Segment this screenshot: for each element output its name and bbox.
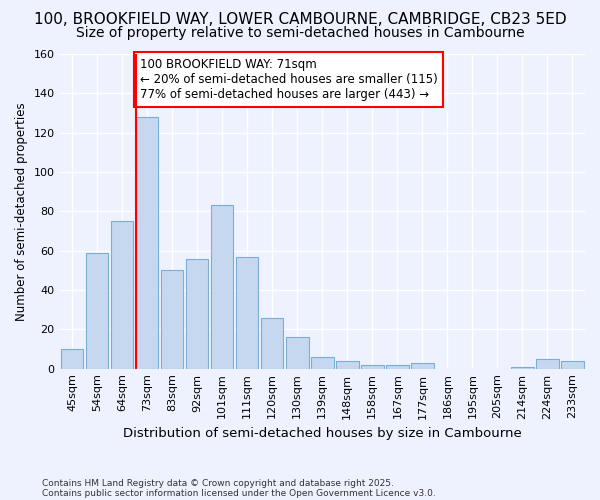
Bar bbox=[361, 364, 383, 368]
Bar bbox=[236, 256, 259, 368]
Bar bbox=[536, 359, 559, 368]
Bar bbox=[86, 252, 109, 368]
Bar bbox=[386, 364, 409, 368]
Bar bbox=[61, 349, 83, 368]
Bar bbox=[561, 361, 584, 368]
Bar bbox=[286, 337, 308, 368]
Bar bbox=[186, 258, 208, 368]
Bar bbox=[136, 117, 158, 368]
Bar bbox=[111, 221, 133, 368]
Text: Contains HM Land Registry data © Crown copyright and database right 2025.: Contains HM Land Registry data © Crown c… bbox=[42, 478, 394, 488]
Bar bbox=[211, 206, 233, 368]
Bar bbox=[511, 366, 534, 368]
Bar bbox=[261, 318, 283, 368]
Bar bbox=[336, 361, 359, 368]
Bar bbox=[411, 363, 434, 368]
X-axis label: Distribution of semi-detached houses by size in Cambourne: Distribution of semi-detached houses by … bbox=[123, 427, 521, 440]
Text: 100 BROOKFIELD WAY: 71sqm
← 20% of semi-detached houses are smaller (115)
77% of: 100 BROOKFIELD WAY: 71sqm ← 20% of semi-… bbox=[140, 58, 437, 101]
Text: Contains public sector information licensed under the Open Government Licence v3: Contains public sector information licen… bbox=[42, 488, 436, 498]
Text: 100, BROOKFIELD WAY, LOWER CAMBOURNE, CAMBRIDGE, CB23 5ED: 100, BROOKFIELD WAY, LOWER CAMBOURNE, CA… bbox=[34, 12, 566, 28]
Text: Size of property relative to semi-detached houses in Cambourne: Size of property relative to semi-detach… bbox=[76, 26, 524, 40]
Bar bbox=[311, 357, 334, 368]
Y-axis label: Number of semi-detached properties: Number of semi-detached properties bbox=[15, 102, 28, 320]
Bar bbox=[161, 270, 184, 368]
